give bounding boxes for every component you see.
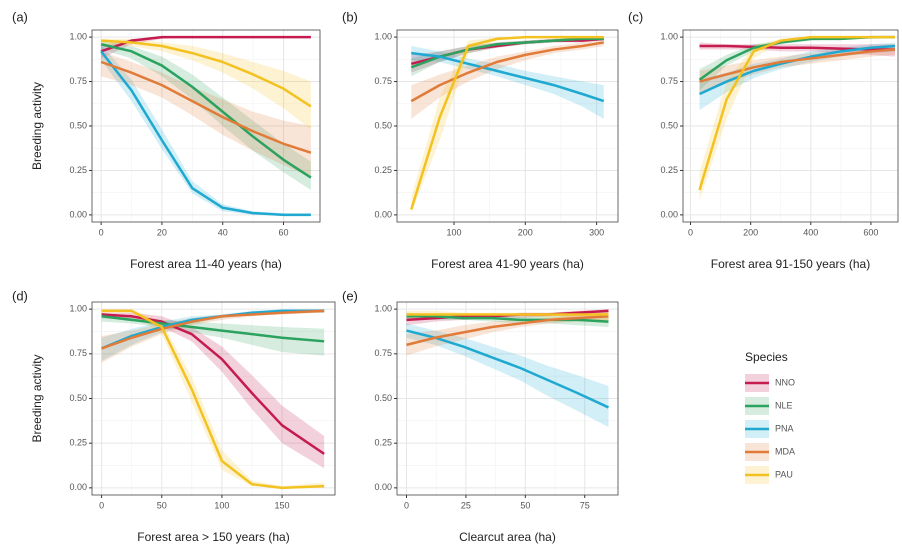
y-tick-label: 0.50 (69, 120, 87, 130)
plot-border (682, 29, 899, 223)
panel-label: (d) (12, 288, 28, 303)
panel-label: (c) (628, 9, 643, 24)
line (101, 315, 325, 343)
line (100, 43, 312, 179)
y-tick-label: 0.25 (374, 438, 392, 448)
line (101, 313, 325, 455)
line (100, 50, 311, 217)
legend-label: PNA (775, 423, 794, 433)
line (406, 315, 609, 323)
x-tick-label: 50 (520, 500, 530, 510)
confidence-band (411, 46, 604, 119)
x-tick-label: 150 (275, 500, 290, 510)
x-tick-label: 300 (589, 227, 604, 237)
y-axis-label: Breeding activity (30, 354, 44, 442)
x-tick-label: 100 (447, 227, 462, 237)
y-tick-label: 0.75 (374, 348, 392, 358)
legend-label: PAU (775, 469, 793, 479)
y-tick-label: 0.75 (374, 76, 392, 86)
x-axis-label: Forest area 91-150 years (ha) (711, 257, 870, 271)
x-tick-label: 0 (688, 227, 693, 237)
x-tick-label: 600 (863, 227, 878, 237)
y-tick-label: 1.00 (374, 304, 392, 314)
legend-label: MDA (775, 446, 795, 456)
y-tick-label: 0.00 (374, 482, 392, 492)
legend-label: NNO (775, 377, 795, 387)
x-tick-label: 0 (99, 500, 104, 510)
y-tick-label: 0.00 (69, 482, 87, 492)
line (100, 60, 312, 154)
x-axis-label: Forest area 11-40 years (ha) (130, 257, 282, 271)
y-tick-label: 1.00 (69, 304, 87, 314)
y-tick-label: 0.75 (69, 348, 87, 358)
line (406, 329, 610, 409)
line (101, 39, 312, 108)
panel-label: (b) (342, 9, 358, 24)
x-tick-label: 400 (803, 227, 818, 237)
line (100, 35, 311, 53)
confidence-band (101, 309, 325, 363)
line (410, 41, 604, 103)
y-tick-label: 0.25 (660, 165, 678, 175)
x-tick-label: 25 (461, 500, 471, 510)
x-tick-label: 75 (580, 500, 590, 510)
y-tick-label: 0.50 (660, 120, 678, 130)
confidence-band (101, 312, 325, 469)
y-tick-label: 0.00 (374, 209, 392, 219)
plot-border (396, 29, 619, 223)
confidence-band (406, 323, 609, 428)
panel-label: (e) (342, 288, 358, 303)
x-tick-label: 200 (743, 227, 758, 237)
y-tick-label: 0.25 (69, 438, 87, 448)
y-tick-label: 0.25 (69, 165, 87, 175)
confidence-band (699, 44, 895, 94)
line (406, 315, 609, 347)
y-tick-label: 1.00 (374, 31, 392, 41)
line (699, 48, 896, 83)
confidence-band (101, 309, 325, 361)
y-tick-label: 0.75 (660, 76, 678, 86)
y-tick-label: 0.50 (374, 120, 392, 130)
x-tick-label: 0 (404, 500, 409, 510)
y-tick-label: 0.50 (69, 393, 87, 403)
plot-border (91, 29, 321, 223)
x-tick-label: 20 (157, 227, 167, 237)
y-tick-label: 0.75 (69, 76, 87, 86)
line (698, 35, 895, 191)
x-axis-label: Forest area 41-90 years (ha) (431, 257, 584, 271)
line (410, 37, 604, 69)
y-tick-label: 0.00 (69, 209, 87, 219)
y-tick-label: 1.00 (69, 31, 87, 41)
x-axis-label: Clearcut area (ha) (459, 530, 556, 544)
y-axis-label: Breeding activity (30, 82, 44, 170)
legend-label: NLE (775, 400, 793, 410)
x-tick-label: 200 (518, 227, 533, 237)
line (410, 35, 604, 210)
legend-title: Species (745, 350, 788, 364)
line (411, 51, 605, 103)
y-tick-label: 0.00 (660, 209, 678, 219)
line (101, 309, 325, 490)
x-tick-label: 100 (214, 500, 229, 510)
line (101, 309, 325, 350)
y-tick-label: 0.25 (374, 165, 392, 175)
plot-border (91, 301, 336, 496)
y-tick-label: 0.50 (374, 393, 392, 403)
panel-label: (a) (12, 9, 28, 24)
y-tick-label: 1.00 (660, 31, 678, 41)
plot-border (396, 301, 619, 496)
x-axis-label: Forest area > 150 years (ha) (137, 530, 289, 544)
x-tick-label: 40 (218, 227, 228, 237)
x-tick-label: 60 (279, 227, 289, 237)
confidence-band (101, 40, 311, 190)
x-tick-label: 0 (99, 227, 104, 237)
x-tick-label: 50 (157, 500, 167, 510)
